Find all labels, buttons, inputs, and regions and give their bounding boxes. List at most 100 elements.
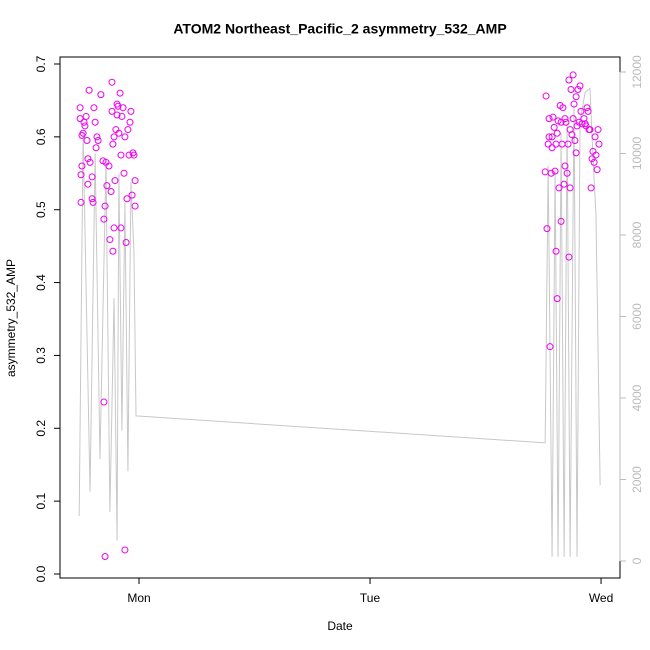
point [580, 115, 588, 123]
point [557, 118, 565, 126]
point [545, 115, 553, 123]
point [89, 198, 97, 206]
point [110, 224, 118, 232]
point [594, 126, 602, 134]
y-tick-label: 0.5 [34, 201, 48, 218]
y-tick-label: 0.3 [34, 347, 48, 364]
point [565, 253, 573, 261]
point [114, 102, 122, 110]
point [565, 76, 573, 84]
point [107, 187, 115, 195]
point [570, 100, 578, 108]
point [117, 224, 125, 232]
y2-tick-label: 0 [630, 557, 644, 564]
point [591, 133, 599, 141]
point [564, 140, 572, 148]
point [553, 129, 561, 137]
x-axis-label: Date [327, 619, 353, 633]
point [90, 104, 98, 112]
point [113, 111, 121, 119]
point [108, 107, 116, 115]
point [124, 126, 132, 134]
point [548, 144, 556, 152]
point [77, 198, 85, 206]
point [94, 136, 102, 144]
point [119, 104, 127, 112]
point [571, 136, 579, 144]
point [584, 107, 592, 115]
y2-tick-label: 2000 [630, 466, 644, 493]
point [549, 113, 557, 121]
point [563, 169, 571, 177]
x-tick-label: Mon [127, 591, 150, 605]
point [82, 112, 90, 120]
point [83, 136, 91, 144]
point [131, 202, 139, 210]
point [76, 115, 84, 123]
point [88, 173, 96, 181]
point [127, 107, 135, 115]
point [595, 140, 603, 148]
point [126, 118, 134, 126]
point [557, 217, 565, 225]
point [91, 118, 99, 126]
point [84, 180, 92, 188]
y-tick-label: 0.0 [34, 565, 48, 582]
point [103, 182, 111, 190]
point [558, 140, 566, 148]
point [100, 215, 108, 223]
point [106, 236, 114, 244]
point [101, 202, 109, 210]
point [592, 151, 600, 159]
point [80, 118, 88, 126]
point [544, 140, 552, 148]
y-tick-label: 0.4 [34, 274, 48, 291]
point [568, 131, 576, 139]
point [86, 158, 94, 166]
point [101, 553, 109, 561]
y-tick-label: 0.1 [34, 492, 48, 509]
point [125, 151, 133, 159]
point [78, 162, 86, 170]
chart-title: ATOM2 Northeast_Pacific_2 asymmetry_532_… [173, 21, 506, 37]
point [572, 93, 580, 101]
y-tick-label: 0.6 [34, 128, 48, 145]
point [543, 225, 551, 233]
point [130, 151, 138, 159]
point [131, 177, 139, 185]
point [541, 168, 549, 176]
point [111, 177, 119, 185]
point [81, 122, 89, 130]
point [122, 238, 130, 246]
point [85, 86, 93, 94]
point [583, 104, 591, 112]
point [123, 195, 131, 203]
point [561, 115, 569, 123]
point [593, 166, 601, 174]
point [561, 162, 569, 170]
y2-tick-label: 6000 [630, 303, 644, 330]
point [574, 85, 582, 93]
x-tick-label: Wed [589, 591, 613, 605]
y2-tick-label: 10000 [630, 136, 644, 170]
point [100, 398, 108, 406]
point [118, 112, 126, 120]
point [551, 167, 559, 175]
y2-tick-label: 8000 [630, 221, 644, 248]
point [550, 123, 558, 131]
point [109, 247, 117, 255]
point [588, 155, 596, 163]
point [105, 162, 113, 170]
point [77, 171, 85, 179]
point [566, 184, 574, 192]
point [572, 149, 580, 157]
line [78, 87, 601, 557]
point [109, 140, 117, 148]
y-axis-label: asymmetry_532_AMP [4, 259, 18, 377]
y2-tick-label: 4000 [630, 384, 644, 411]
point [110, 133, 118, 141]
point [553, 295, 561, 303]
point [84, 155, 92, 163]
point [93, 133, 101, 141]
